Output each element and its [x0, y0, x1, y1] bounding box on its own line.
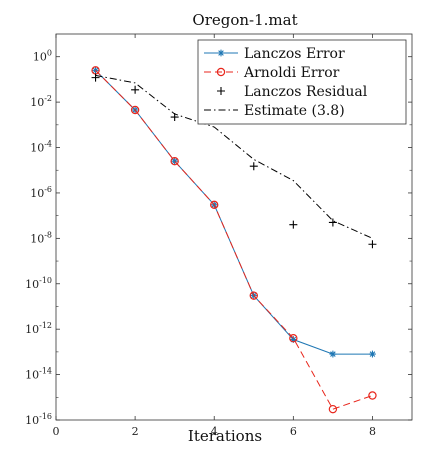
- y-tick-label: 10-12: [25, 321, 52, 336]
- series-line: [95, 70, 373, 410]
- series-estimate-3-8: [95, 74, 373, 239]
- data-point: [289, 334, 298, 343]
- legend: Lanczos Error Arnoldi Error Lanczos Residu…: [197, 39, 407, 125]
- plot-area: 0 2 4 6 8 10-16 10-14 10-12 10-10 10-8 10-6 10-4 10-…: [25, 33, 413, 438]
- x-tick-label: 2: [132, 425, 139, 438]
- data-point: [328, 404, 338, 414]
- legend-box: [197, 39, 407, 125]
- data-point: [249, 291, 258, 300]
- legend-entry: Arnoldi Error: [243, 65, 340, 81]
- legend-entry: Estimate (3.8): [244, 103, 345, 119]
- x-axis-title: Iterations: [188, 427, 262, 445]
- data-point: [249, 162, 258, 171]
- data-point: [289, 336, 297, 343]
- data-point: [170, 156, 179, 166]
- y-tick-label: 10-16: [25, 412, 52, 427]
- y-tick-label: 10-14: [25, 367, 52, 382]
- legend-entry: Lanczos Error: [244, 46, 345, 62]
- y-tick-label: 10-10: [25, 276, 52, 291]
- series-line: [95, 74, 373, 239]
- y-tick-label: 10-6: [30, 185, 52, 200]
- y-tick-label: 100: [33, 49, 52, 64]
- data-point: [91, 73, 100, 82]
- y-tick-label: 10-4: [30, 140, 52, 155]
- data-point: [130, 105, 140, 115]
- data-point: [368, 391, 377, 400]
- data-point: [369, 350, 376, 358]
- legend-swatch-marker: [216, 67, 226, 77]
- chart-title: Oregon-1.mat: [192, 11, 297, 29]
- x-tick-label: 4: [211, 425, 218, 438]
- data-point: [131, 85, 140, 94]
- data-point: [289, 220, 298, 229]
- x-tick-label: 6: [290, 425, 297, 438]
- y-tick-label: 10-2: [30, 94, 52, 109]
- data-point: [329, 350, 337, 358]
- y-tick-label: 10-8: [30, 230, 52, 245]
- plot-frame: [55, 33, 413, 421]
- x-tick-label: 0: [53, 425, 60, 438]
- series-arnoldi-error: [91, 66, 377, 414]
- data-point: [171, 157, 179, 165]
- data-point: [328, 218, 337, 227]
- legend-swatch-marker: [217, 87, 225, 95]
- data-point: [368, 240, 377, 249]
- data-point: [210, 200, 219, 210]
- legend-swatch-marker: [217, 49, 225, 57]
- x-tick-label: 8: [369, 425, 376, 438]
- legend-entry: Lanczos Residual: [244, 84, 368, 100]
